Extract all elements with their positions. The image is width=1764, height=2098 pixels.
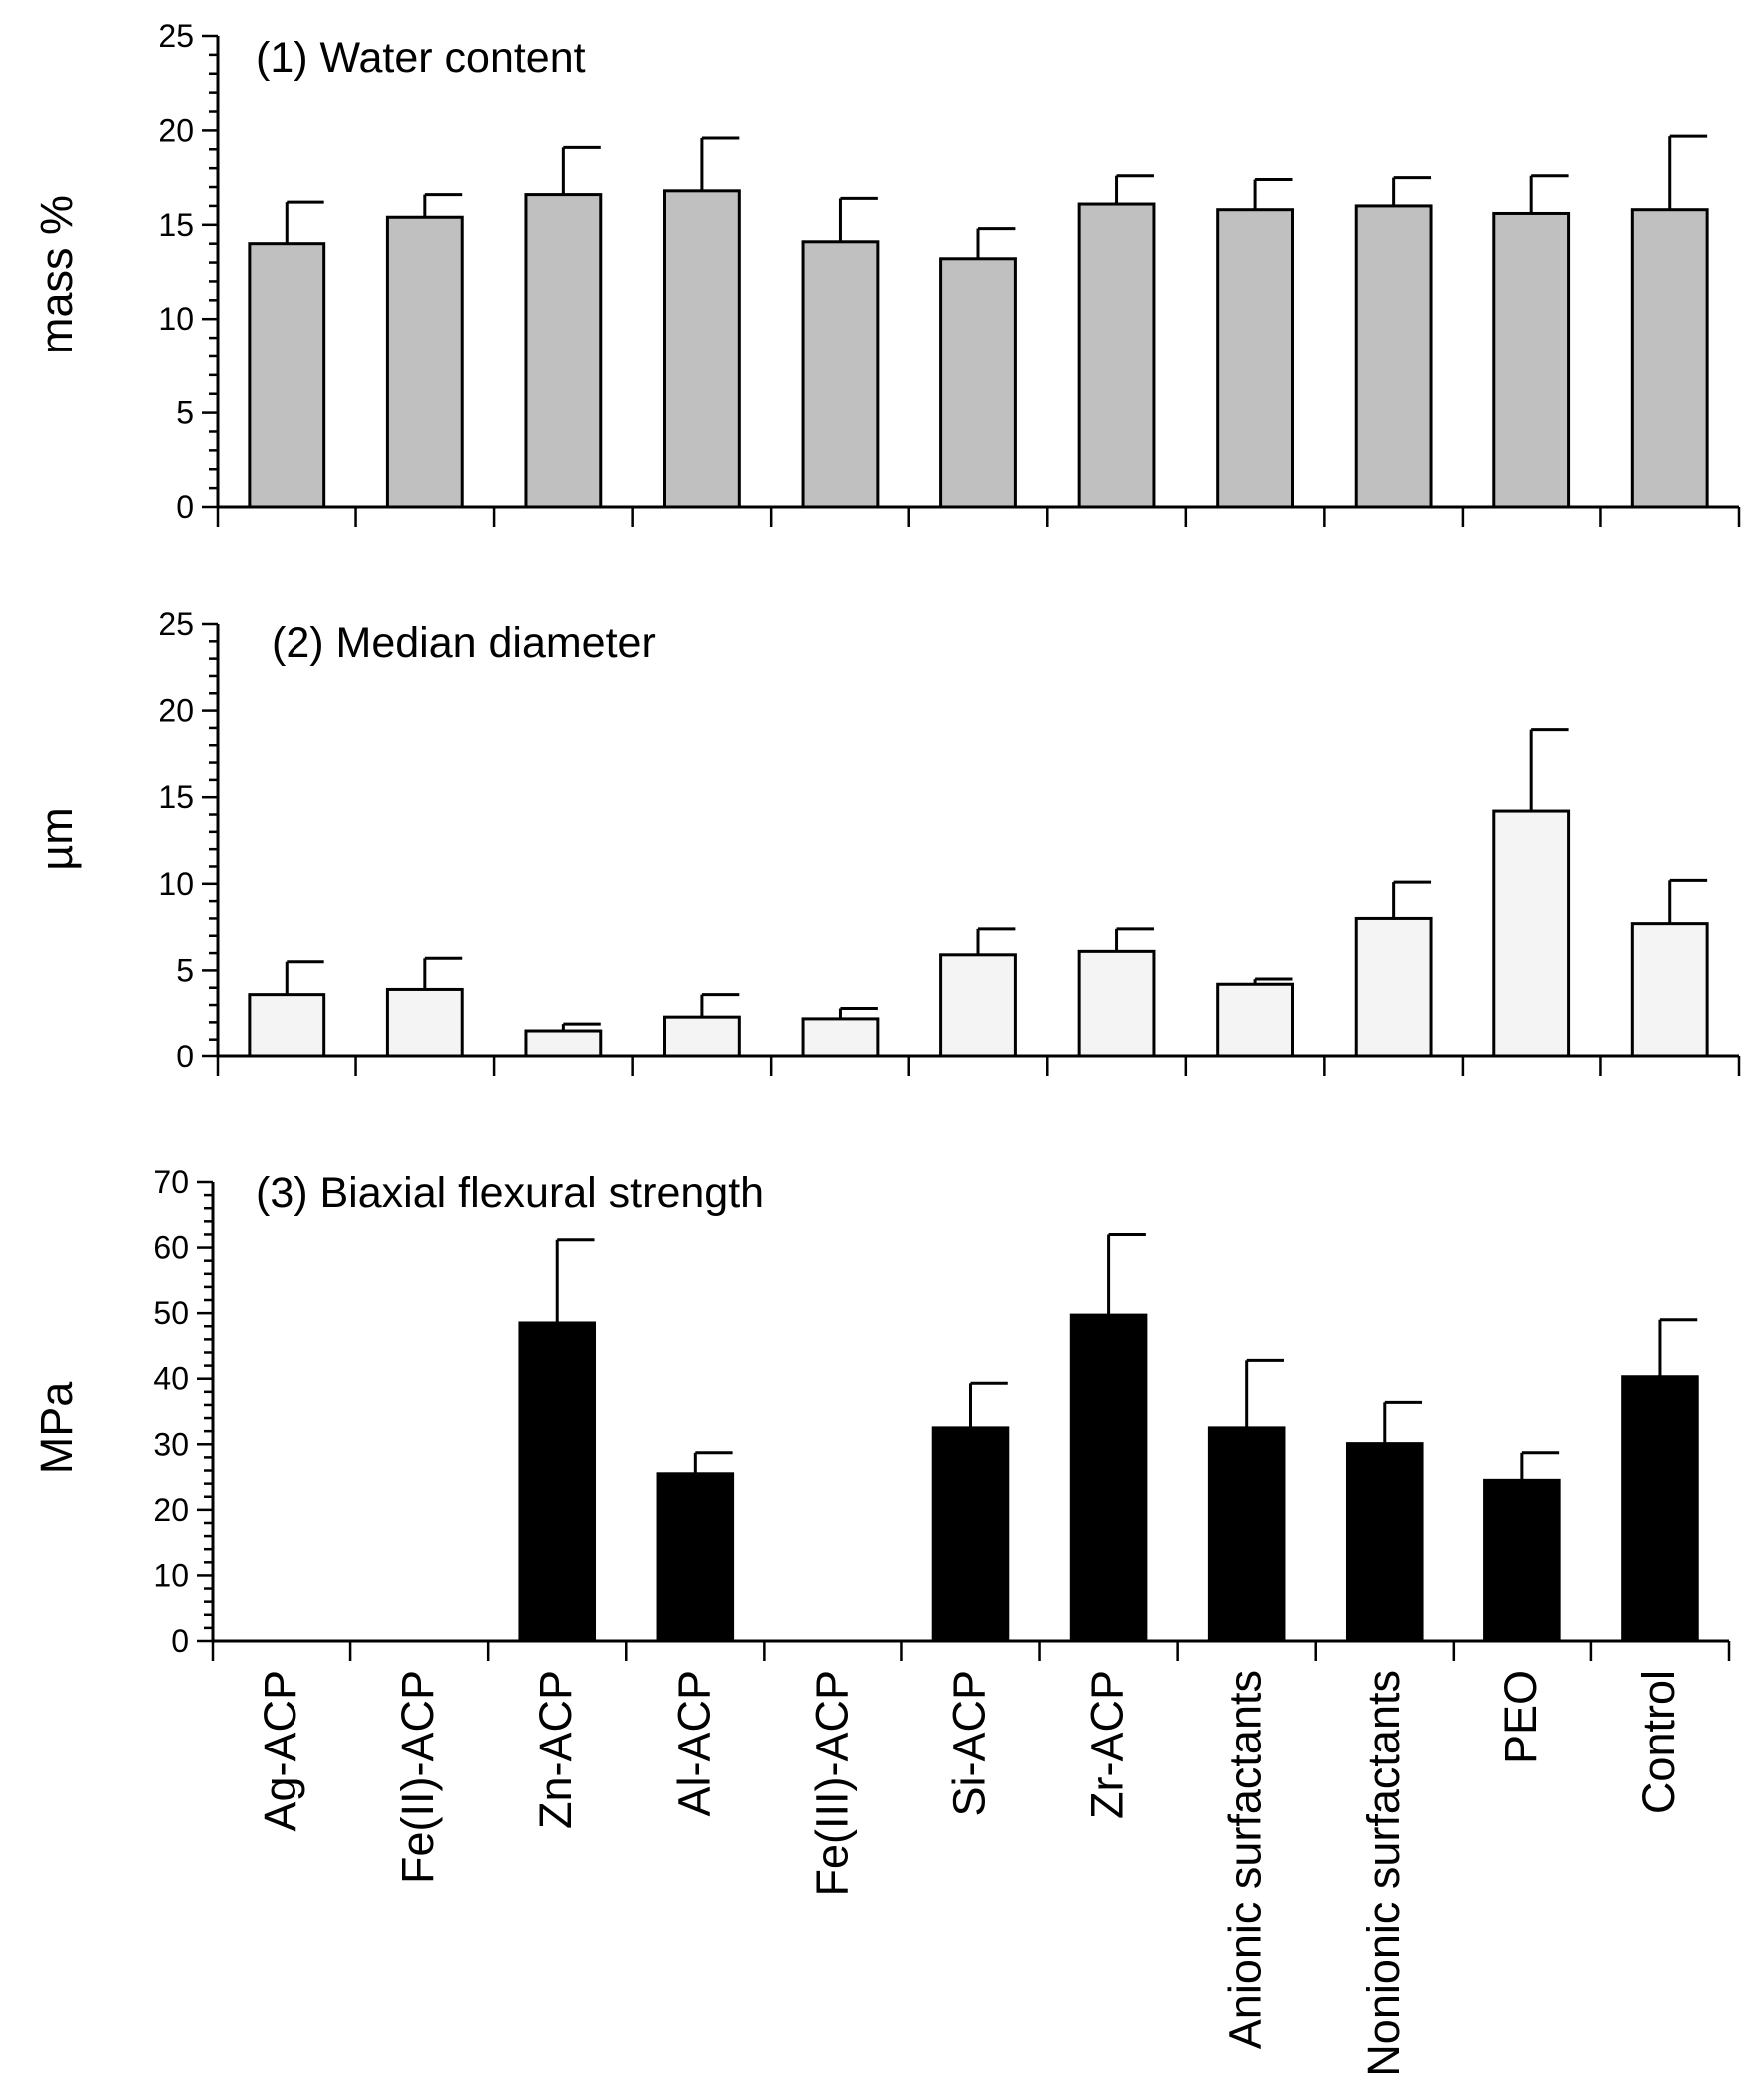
bar-fe-iii-acp bbox=[801, 1017, 880, 1058]
bar-anionic-surfactants bbox=[1207, 1426, 1286, 1643]
y-tick-label: 10 bbox=[153, 1557, 189, 1593]
bar-control bbox=[1630, 208, 1709, 509]
bar-zn-acp bbox=[524, 193, 603, 509]
bar-peo bbox=[1483, 1478, 1561, 1643]
x-category-label: Al-ACP bbox=[668, 1670, 719, 1817]
bar-si-acp bbox=[939, 953, 1017, 1058]
y-tick-label: 15 bbox=[158, 207, 194, 243]
x-category-label: Fe(III)-ACP bbox=[806, 1670, 857, 1897]
y-tick-label: 15 bbox=[158, 779, 194, 815]
bar-nonionic-surfactants bbox=[1354, 916, 1433, 1058]
x-category-label: Zn-ACP bbox=[530, 1670, 581, 1829]
y-tick-label: 40 bbox=[153, 1361, 189, 1397]
y-axis-label: mass % bbox=[31, 195, 82, 354]
y-tick-label: 5 bbox=[176, 952, 194, 988]
y-tick-label: 0 bbox=[176, 489, 194, 525]
bar-fe-ii-acp bbox=[385, 987, 464, 1058]
y-tick-label: 70 bbox=[153, 1164, 189, 1200]
y-tick-label: 50 bbox=[153, 1295, 189, 1331]
bar-zn-acp bbox=[518, 1321, 597, 1643]
y-tick-label: 30 bbox=[153, 1426, 189, 1462]
x-category-label: Anionic surfactants bbox=[1220, 1670, 1271, 2049]
panel-1: 0 5 10 15 20 25 (1) Water content mass % bbox=[31, 18, 1741, 527]
bar-control bbox=[1630, 922, 1709, 1058]
bar-zr-acp bbox=[1077, 202, 1156, 509]
panel-3: 0 10 20 30 40 50 60 70 (3) Biaxial flexural stre… bbox=[31, 1164, 1731, 1661]
y-tick-label: 0 bbox=[176, 1039, 194, 1074]
y-axis-label: MPa bbox=[31, 1381, 82, 1475]
y-tick-label: 0 bbox=[171, 1623, 189, 1659]
bar-fe-iii-acp bbox=[801, 240, 880, 509]
bar-al-acp bbox=[663, 189, 741, 509]
x-category-label: Fe(II)-ACP bbox=[392, 1670, 443, 1884]
y-tick-label: 20 bbox=[158, 112, 194, 148]
x-category-label: Zr-ACP bbox=[1082, 1670, 1133, 1819]
panel-title: (2) Median diameter bbox=[272, 619, 656, 667]
y-tick-label: 25 bbox=[158, 18, 194, 54]
bar-zn-acp bbox=[524, 1029, 603, 1058]
x-category-label: Control bbox=[1633, 1670, 1684, 1814]
y-tick-label: 10 bbox=[158, 301, 194, 337]
x-category-label: Ag-ACP bbox=[255, 1670, 305, 1832]
bar-si-acp bbox=[931, 1426, 1010, 1643]
y-tick-label: 25 bbox=[158, 606, 194, 642]
y-tick-label: 20 bbox=[153, 1492, 189, 1528]
bar-al-acp bbox=[656, 1472, 735, 1643]
y-tick-label: 10 bbox=[158, 866, 194, 902]
bar-ag-acp bbox=[248, 993, 326, 1058]
bar-control bbox=[1621, 1375, 1699, 1643]
panel-2: 0 5 10 15 20 25 (2) Median diameter µm bbox=[31, 606, 1741, 1076]
bar-zr-acp bbox=[1077, 949, 1156, 1058]
bar-fe-ii-acp bbox=[385, 215, 464, 509]
bar-nonionic-surfactants bbox=[1345, 1442, 1424, 1643]
bar-peo bbox=[1492, 211, 1571, 509]
bar-zr-acp bbox=[1069, 1313, 1148, 1643]
y-tick-label: 60 bbox=[153, 1230, 189, 1266]
panel-title: (1) Water content bbox=[256, 34, 586, 82]
x-category-label: PEO bbox=[1495, 1670, 1546, 1764]
bar-ag-acp bbox=[248, 242, 326, 509]
y-tick-label: 20 bbox=[158, 693, 194, 729]
bar-anionic-surfactants bbox=[1216, 208, 1294, 509]
bar-si-acp bbox=[939, 257, 1017, 509]
bar-nonionic-surfactants bbox=[1354, 204, 1433, 509]
x-category-labels: Ag-ACP Fe(II)-ACP Zn-ACP Al-ACP Fe(III)-ACP S… bbox=[255, 1670, 1684, 2077]
bar-al-acp bbox=[663, 1015, 741, 1058]
bar-peo bbox=[1492, 809, 1571, 1058]
bar-anionic-surfactants bbox=[1216, 982, 1294, 1058]
y-axis-label: µm bbox=[31, 807, 82, 870]
panel-title: (3) Biaxial flexural strength bbox=[256, 1169, 764, 1217]
y-tick-label: 5 bbox=[176, 395, 194, 431]
x-category-label: Si-ACP bbox=[944, 1670, 995, 1817]
x-category-label: Nonionic surfactants bbox=[1358, 1670, 1409, 2077]
